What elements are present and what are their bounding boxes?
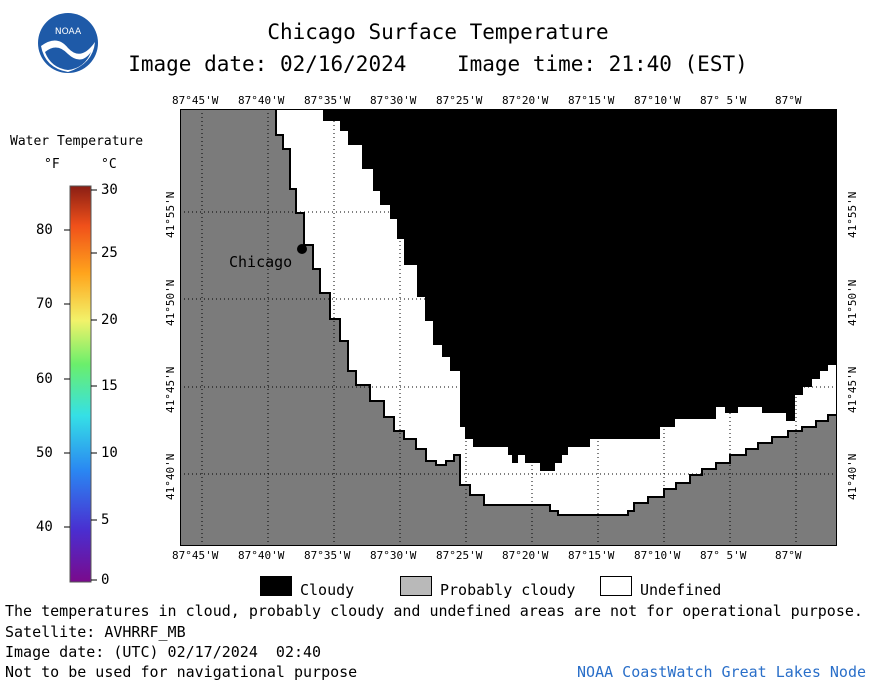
c-tick-20: 20 [101,312,118,328]
footer-credit-link[interactable]: NOAA CoastWatch Great Lakes Node [577,663,866,681]
lon-label-bottom: 87°35'W [304,549,351,562]
lat-label-left: 41°45'N [164,366,177,413]
c-tick-25: 25 [101,245,118,261]
lat-label-left: 41°55'N [164,191,177,238]
footer-utc-date: Image date: (UTC) 02/17/2024 02:40 [5,643,322,661]
c-tick-10: 10 [101,445,118,461]
colorbar [64,185,97,583]
lon-label-bottom: 87°W [775,549,802,562]
chicago-marker [297,244,307,254]
temperature-map[interactable] [180,109,837,546]
lat-label-right: 41°50'N [846,279,859,326]
lon-label-top: 87°W [775,94,802,107]
noaa-logo: NOAA [38,13,98,73]
footer-satellite: Satellite: AVHRRF_MB [5,623,186,641]
f-tick-70: 70 [36,296,53,312]
lon-label-top: 87°20'W [502,94,549,107]
graticule [180,109,837,546]
f-tick-60: 60 [36,371,53,387]
key-label-probably-cloudy: Probably cloudy [440,581,576,599]
lon-label-bottom: 87°40'W [238,549,285,562]
colorbar-gradient [69,185,92,583]
lon-label-bottom: 87°15'W [568,549,615,562]
logo-text: NOAA [55,27,82,37]
f-tick-40: 40 [36,519,53,535]
lon-label-top: 87°30'W [370,94,417,107]
c-tick-5: 5 [101,512,110,528]
c-tick-15: 15 [101,378,118,394]
lat-label-left: 41°40'N [164,453,177,500]
unit-fahrenheit: °F [44,157,60,172]
lon-label-top: 87° 5'W [700,94,747,107]
lat-label-right: 41°45'N [846,366,859,413]
c-tick-0: 0 [101,572,110,588]
lon-label-bottom: 87°25'W [436,549,483,562]
key-swatch-probably-cloudy [400,576,432,596]
lon-label-bottom: 87°45'W [172,549,219,562]
land-area [180,109,837,546]
lon-label-top: 87°40'W [238,94,285,107]
f-tick-50: 50 [36,445,53,461]
map-border [180,109,837,546]
page-title: Chicago Surface Temperature [267,20,609,44]
lon-label-top: 87°15'W [568,94,615,107]
lon-label-bottom: 87°30'W [370,549,417,562]
lat-label-right: 41°55'N [846,191,859,238]
lon-label-top: 87°35'W [304,94,351,107]
key-label-undefined: Undefined [640,581,722,599]
lon-label-bottom: 87°10'W [634,549,681,562]
lon-label-top: 87°45'W [172,94,219,107]
key-swatch-undefined [600,576,632,596]
unit-celsius: °C [101,157,117,172]
f-tick-80: 80 [36,222,53,238]
lat-label-right: 41°40'N [846,453,859,500]
lon-label-top: 87°25'W [436,94,483,107]
city-label-chicago: Chicago [229,253,293,271]
footer-disclaimer: The temperatures in cloud, probably clou… [5,602,863,620]
lat-label-left: 41°50'N [164,279,177,326]
lon-label-bottom: 87°20'W [502,549,549,562]
c-tick-30: 30 [101,182,118,198]
cloudy-area [323,109,837,471]
lon-label-top: 87°10'W [634,94,681,107]
footer-nav-warning: Not to be used for navigational purpose [5,663,358,681]
lon-label-bottom: 87° 5'W [700,549,747,562]
key-swatch-cloudy [260,576,292,596]
colorbar-title: Water Temperature [10,134,144,149]
key-label-cloudy: Cloudy [300,581,355,599]
page-subtitle: Image date: 02/16/2024 Image time: 21:40… [128,52,748,76]
